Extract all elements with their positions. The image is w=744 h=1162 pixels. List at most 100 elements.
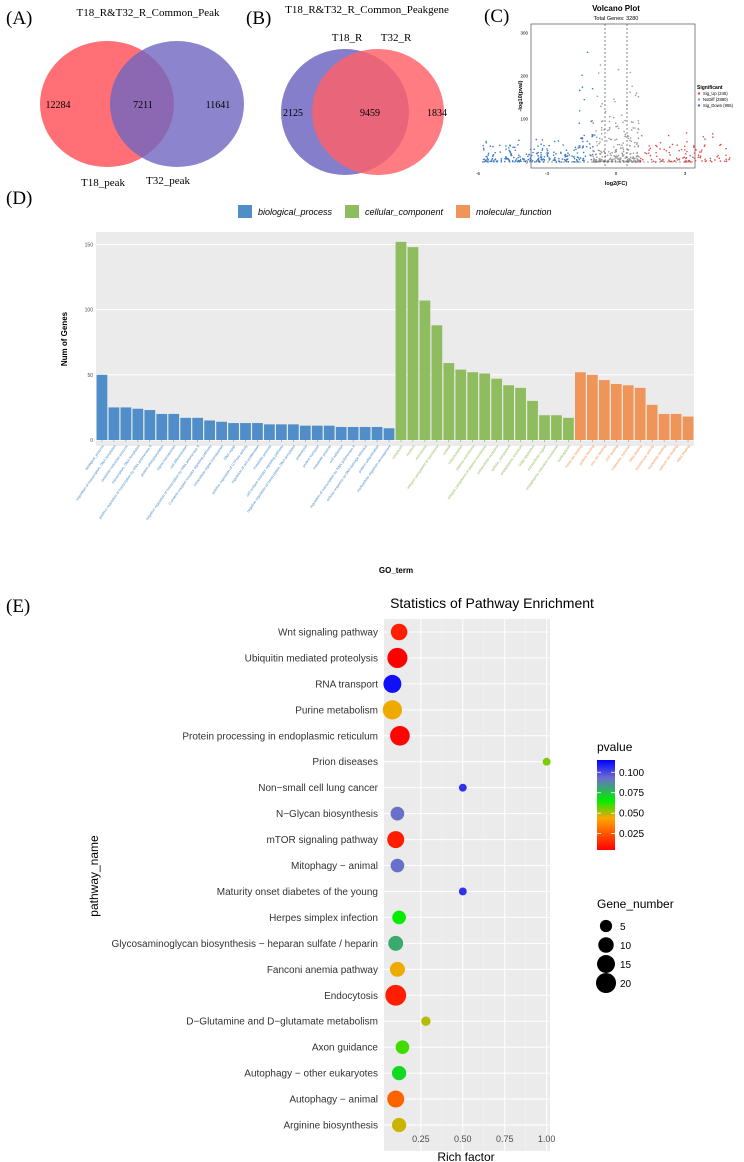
volcano-point [519,158,522,161]
volcano-point [582,157,584,160]
volcano-point [489,160,491,163]
volcano-point [486,157,489,160]
pathway-grid [384,619,550,1151]
volcano-point [634,157,636,160]
volcano-point [630,159,632,162]
volcano-point [620,114,623,117]
volcano-point [606,154,609,156]
pathway-name-label: Protein processing in endoplasmic reticu… [182,731,378,742]
volcano-point [630,140,633,143]
volcano-point [609,138,612,141]
volcano-point [625,156,627,158]
go-legend-label: cellular_component [365,207,444,217]
volcano-point [594,134,596,136]
go-bar [670,413,682,440]
volcano-point [630,129,633,131]
volcano-point [668,146,671,148]
volcano-point [640,157,642,160]
pathway-name-label: N−Glycan biosynthesis [276,809,378,820]
volcano-point [494,151,496,154]
go-ytick-label: 100 [85,308,94,314]
go-bar [96,374,108,440]
volcano-point [622,150,625,153]
volcano-point [683,156,686,159]
pathway-xtick-label: 0.25 [412,1134,430,1144]
volcano-point [600,158,603,161]
go-bar [287,424,299,440]
volcano-point [636,152,638,154]
volcano-point [554,156,556,159]
volcano-ylabel: -log10(pval) [518,80,524,111]
volcano-legend-label: Sig_Up (245) [703,91,728,96]
go-legend-swatch [238,205,252,218]
volcano-point [541,147,544,150]
go-bar [264,424,275,440]
volcano-point [614,139,616,141]
volcano-point [633,159,635,161]
volcano-point [624,157,626,160]
volcano-point [665,150,668,152]
volcano-point [608,128,611,131]
volcano-point [685,132,688,134]
panel-a-title: T18_R&T32_R_Common_Peak [77,7,221,19]
volcano-point [596,95,599,98]
go-xtick-label: nucleus [405,444,415,457]
venn-b-right-count: 1834 [427,108,447,119]
go-bar [586,374,598,440]
volcano-point [635,143,638,146]
volcano-point [591,87,594,90]
volcano-point [557,160,560,162]
volcano-point [686,150,688,153]
volcano-point [678,158,680,161]
venn-b-left-label: T18_R [332,32,363,44]
volcano-point [609,127,611,129]
volcano-point [514,149,517,152]
volcano-point [637,137,640,140]
volcano-point [560,161,563,163]
go-bar [192,417,204,440]
volcano-point [581,147,584,149]
volcano-point [627,135,630,138]
volcano-point [552,154,555,156]
volcano-point [541,158,543,161]
go-bar [156,413,168,440]
panel-b: (B) T18_R&T32_R_Common_Peakgene T18_R T3… [246,4,449,175]
go-bar [407,247,419,440]
go-bar [359,426,371,440]
volcano-point [515,158,518,160]
volcano-point [492,153,495,156]
volcano-point [564,159,567,161]
go-bar [622,385,634,440]
pathway-name-label: Mitophagy − animal [291,861,378,872]
volcano-point [596,140,598,143]
volcano-point [578,89,581,92]
go-ytick-label: 0 [90,438,93,444]
volcano-point [507,146,510,149]
volcano-point [525,153,528,155]
volcano-point [577,160,580,163]
volcano-point [650,158,653,161]
volcano-point [566,155,569,157]
go-bar [419,300,431,440]
volcano-point [699,151,701,153]
pathway-point [458,783,467,792]
volcano-point [594,153,597,156]
volcano-point [634,94,637,96]
volcano-point [578,122,581,124]
volcano-point [606,140,608,142]
volcano-point [519,156,521,158]
volcano-subtitle: Total Genes: 3280 [594,16,639,22]
volcano-point [576,156,579,158]
panel-d-label: (D) [6,188,32,209]
pathway-name-label: Autophagy − animal [289,1095,378,1106]
volcano-point [500,159,503,162]
volcano-point [541,149,544,151]
pathway-point [387,647,408,668]
volcano-point [617,157,619,160]
size-legend: 5 10 15 20 [595,919,632,994]
volcano-point [611,160,613,163]
volcano-point [622,155,624,157]
volcano-point [579,146,581,149]
volcano-point [568,154,571,156]
go-xlabel: GO_term [379,566,413,575]
